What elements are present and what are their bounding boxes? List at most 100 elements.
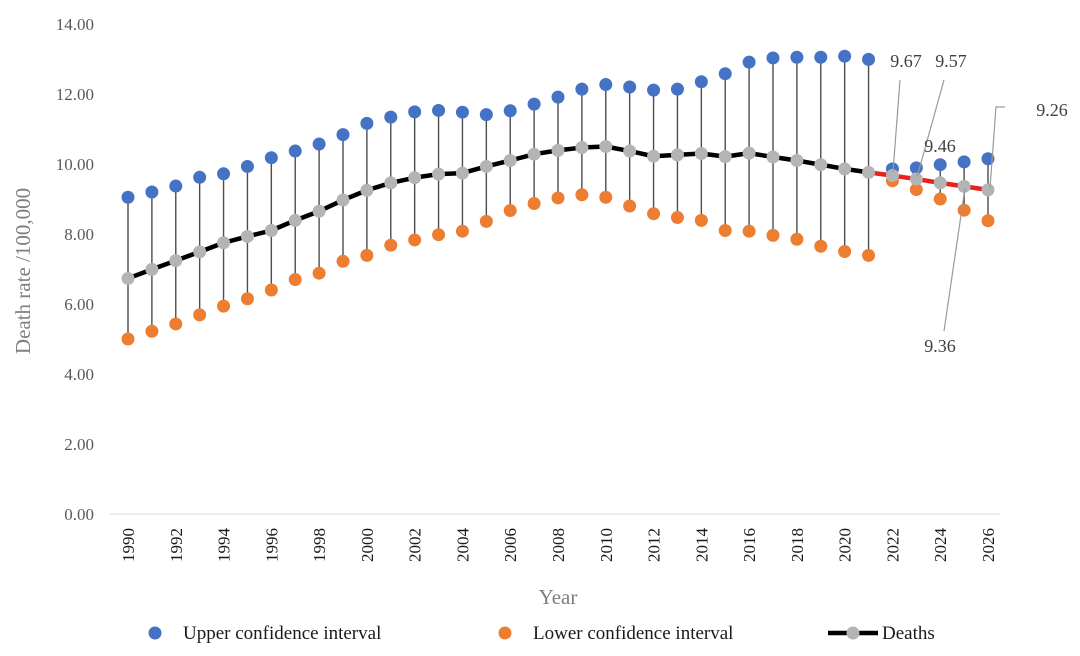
x-tick-label: 2020 [836,528,855,562]
forecast-callouts: 9.67 9.57 9.46 9.36 9.26 [890,51,1068,356]
deaths-point [432,167,446,181]
callout-label: 9.36 [924,336,956,356]
y-axis-title: Death rate /100,000 [11,188,35,354]
data-points-layer [121,49,995,346]
upper-ci-point [670,82,684,96]
upper-ci-point [527,97,541,111]
y-tick-label: 6.00 [64,295,94,314]
deaths-point [360,183,374,197]
legend: Upper confidence interval Lower confidenc… [148,623,935,644]
deaths-point [503,154,517,167]
deaths-point [193,245,207,259]
deaths-point [408,171,422,185]
x-tick-label: 2026 [979,528,998,562]
lower-ci-point [670,211,684,225]
upper-ci-point [455,105,469,119]
lower-ci-point [121,332,135,346]
deaths-point [479,159,493,173]
upper-ci-point [336,128,350,142]
deaths-point [790,154,804,167]
deaths-point [981,183,995,197]
deaths-point [933,176,947,190]
x-tick-label: 2008 [549,528,568,562]
legend-marker [148,626,162,640]
upper-ci-point [193,170,207,184]
lower-ci-point [790,232,804,246]
lower-ci-point [981,214,995,228]
upper-ci-point [264,151,278,165]
lower-ci-point [503,204,517,218]
x-tick-label: 1998 [310,528,329,562]
deaths-point [718,150,732,164]
upper-ci-point [240,159,254,173]
callout-leader-line [943,187,966,332]
deaths-point [288,213,302,227]
deaths-point [742,146,756,160]
lower-ci-point [957,203,971,217]
upper-ci-point [169,179,183,193]
legend-label: Upper confidence interval [183,623,381,644]
upper-ci-point [479,108,493,122]
deaths-point [885,169,899,183]
lower-ci-point [599,190,613,204]
y-tick-label: 12.00 [56,85,94,104]
x-axis-title: Year [539,585,578,609]
lower-ci-point [766,228,780,242]
upper-ci-point [503,104,517,118]
x-tick-label: 2010 [597,528,616,562]
upper-ci-point [838,49,852,63]
legend-marker [498,626,512,640]
upper-ci-point [742,55,756,69]
upper-ci-point [909,161,923,175]
lower-ci-point [623,199,637,213]
lower-ci-point [933,192,947,206]
x-tick-label: 1990 [119,528,138,562]
deaths-point [312,204,326,218]
lower-ci-point [479,214,493,228]
deaths-point [551,143,565,157]
upper-ci-point [718,67,732,81]
callout-label: 9.67 [890,51,922,71]
upper-ci-point [575,82,589,96]
deaths-point [909,172,923,186]
x-tick-label: 2014 [692,528,711,563]
upper-ci-point [933,158,947,172]
upper-ci-point [623,80,637,94]
lower-ci-point [455,224,469,238]
upper-ci-point [814,50,828,64]
x-tick-label: 2002 [406,528,425,562]
lower-ci-point [240,292,254,306]
deaths-point [169,254,183,268]
callout-label: 9.26 [1036,100,1068,120]
legend-label: Deaths [882,623,935,644]
callout-leader-line [989,106,1005,189]
upper-ci-point [694,75,708,89]
y-tick-label: 10.00 [56,155,94,174]
y-tick-label: 8.00 [64,225,94,244]
x-tick-label: 2024 [931,528,950,563]
deaths-point [121,271,135,285]
upper-ci-point [217,167,231,181]
deaths-point [814,158,828,172]
x-tick-label: 2006 [501,528,520,562]
deaths-point [957,179,971,193]
x-tick-label: 2004 [453,528,472,563]
x-tick-label: 2000 [358,528,377,562]
deaths-point [694,147,708,160]
deaths-point [599,140,613,153]
lower-ci-point [145,324,159,338]
lower-ci-point [432,228,446,242]
lower-ci-point [169,317,183,331]
deaths-point [838,162,852,176]
lower-ci-point [814,239,828,253]
deaths-point [862,165,876,179]
upper-ci-point [432,103,446,117]
deaths-point [217,236,231,250]
lower-ci-point [551,191,565,205]
y-tick-label: 2.00 [64,435,94,454]
deaths-point [264,224,278,237]
lower-ci-point [312,266,326,280]
legend-label: Lower confidence interval [533,623,733,644]
lower-ci-point [862,248,876,262]
x-tick-label: 2016 [740,528,759,562]
